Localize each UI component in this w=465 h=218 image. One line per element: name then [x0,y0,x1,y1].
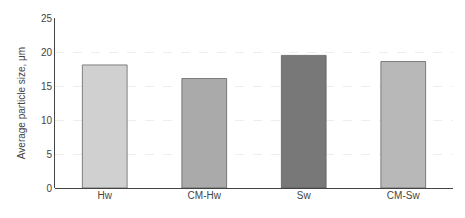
svg-text:20: 20 [41,47,53,58]
svg-text:CM-Hw: CM-Hw [188,190,222,201]
svg-text:Sw: Sw [297,190,312,201]
svg-text:15: 15 [41,81,53,92]
svg-text:Average particle size, μm: Average particle size, μm [16,47,27,159]
svg-text:CM-Sw: CM-Sw [387,190,421,201]
svg-text:5: 5 [46,149,52,160]
svg-text:10: 10 [41,115,53,126]
svg-text:Hw: Hw [98,190,113,201]
svg-text:25: 25 [41,13,53,24]
svg-text:0: 0 [46,183,52,194]
